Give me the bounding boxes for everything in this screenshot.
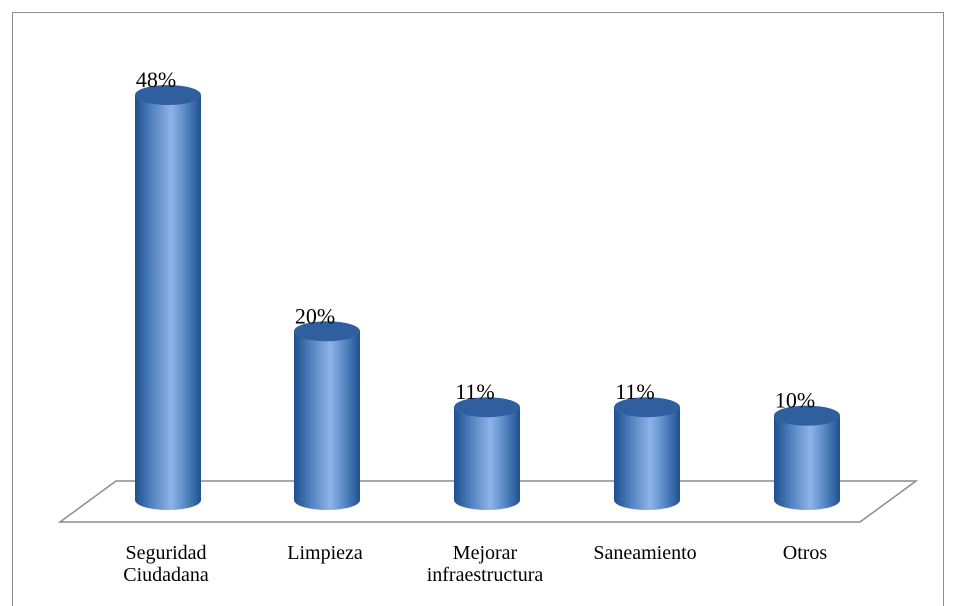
bar-body <box>454 407 520 510</box>
category-label: Seguridad <box>125 542 206 564</box>
category-label: Otros <box>783 542 828 564</box>
bar-5 <box>774 405 840 510</box>
value-label: 11% <box>615 379 655 404</box>
category-label: Ciudadana <box>123 564 209 586</box>
bar-body <box>294 331 360 510</box>
bar-body <box>614 407 680 510</box>
category-label: Limpieza <box>287 542 363 564</box>
value-label: 20% <box>295 303 335 328</box>
value-label: 10% <box>775 388 815 413</box>
bar-2 <box>294 321 360 510</box>
bar-top <box>774 405 840 426</box>
category-label: infraestructura <box>427 564 544 586</box>
category-label: Saneamiento <box>593 542 696 564</box>
bar-top <box>294 321 360 342</box>
bar-1 <box>135 85 201 510</box>
bar-top <box>614 397 680 418</box>
bar-3 <box>454 397 520 510</box>
value-label: 11% <box>455 379 495 404</box>
bar-top <box>454 397 520 418</box>
bar-body <box>774 415 840 510</box>
bar-body <box>135 95 201 510</box>
category-label: Mejorar <box>453 542 518 564</box>
bar-4 <box>614 397 680 510</box>
value-label: 48% <box>136 67 176 92</box>
bar-top <box>135 85 201 105</box>
bars-layer <box>135 85 840 510</box>
